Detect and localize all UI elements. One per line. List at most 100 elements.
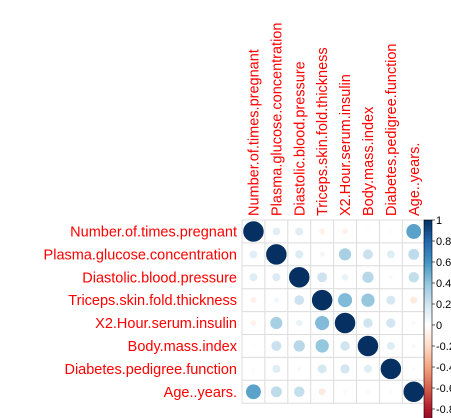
colorbar-segment bbox=[424, 243, 432, 246]
cell-circle-1-3 bbox=[319, 251, 325, 257]
colorbar-segment bbox=[424, 362, 432, 366]
colorbar-segment bbox=[424, 331, 432, 334]
colorbar-segment bbox=[424, 306, 432, 309]
cell-circle-3-3 bbox=[311, 289, 334, 312]
colorbar-segment bbox=[424, 270, 432, 273]
cell-circle-7-0 bbox=[245, 383, 262, 400]
cell-circle-5-2 bbox=[293, 340, 305, 352]
colorbar-segment bbox=[424, 400, 432, 403]
cell-circle-2-0 bbox=[249, 273, 258, 282]
colorbar-segment bbox=[424, 385, 432, 389]
colorbar-segment bbox=[424, 322, 432, 326]
colorbar-segment bbox=[424, 348, 432, 351]
colorbar-segment bbox=[424, 341, 432, 345]
colorbar-segment bbox=[424, 413, 432, 416]
colorbar-segment bbox=[424, 228, 432, 231]
colorbar-segment bbox=[424, 291, 432, 294]
cell-circle-1-5 bbox=[362, 249, 373, 260]
colorbar-segment bbox=[424, 358, 432, 361]
colorbar-segment bbox=[424, 264, 432, 267]
colorbar-tick-label: -0.8 bbox=[436, 404, 451, 416]
cell-circle-6-3 bbox=[317, 364, 327, 374]
colorbar-segment bbox=[424, 312, 432, 315]
colorbar-segment bbox=[424, 381, 432, 385]
cell-circle-5-6 bbox=[386, 341, 395, 350]
colorbar-segment bbox=[424, 339, 432, 343]
colorbar-segment bbox=[424, 360, 432, 364]
column-label: Body.mass.index bbox=[361, 106, 377, 216]
colorbar-tick-label: 1 bbox=[436, 215, 442, 227]
cell-circle-2-3 bbox=[317, 272, 328, 283]
cell-circle-2-7 bbox=[408, 272, 419, 283]
row-label: Diastolic.blood.pressure bbox=[82, 270, 237, 286]
colorbar-segment bbox=[424, 278, 432, 282]
colorbar-tick-label: 0 bbox=[436, 320, 442, 332]
colorbar-segment bbox=[424, 320, 432, 324]
colorbar-segment bbox=[424, 274, 432, 277]
colorbar-segment bbox=[424, 390, 432, 393]
cell-circle-3-6 bbox=[386, 295, 396, 305]
colorbar-segment bbox=[424, 266, 432, 269]
column-label: X2.Hour.serum.insulin bbox=[338, 74, 354, 216]
cell-circle-0-4 bbox=[342, 228, 348, 235]
correlation-circles bbox=[242, 220, 425, 403]
colorbar-segment bbox=[424, 392, 432, 395]
colorbar-segment bbox=[424, 402, 432, 406]
colorbar-segment bbox=[424, 241, 432, 244]
cell-circle-0-0 bbox=[242, 220, 265, 243]
row-label: Number.of.times.pregnant bbox=[70, 224, 237, 240]
cell-circle-4-0 bbox=[250, 320, 257, 326]
cell-circle-7-4 bbox=[342, 389, 348, 394]
colorbar-segment bbox=[424, 259, 432, 263]
colorbar-segment bbox=[424, 406, 432, 410]
cell-circle-5-5 bbox=[356, 334, 380, 358]
colorbar-segment bbox=[424, 308, 432, 311]
cell-circle-3-1 bbox=[273, 297, 279, 303]
colorbar-segment bbox=[424, 262, 432, 265]
cell-circle-5-1 bbox=[271, 340, 282, 351]
column-label: Diastolic.blood.pressure bbox=[292, 61, 308, 216]
colorbar-segment bbox=[424, 230, 432, 233]
colorbar-segment bbox=[424, 253, 432, 256]
colorbar-segment bbox=[424, 337, 432, 340]
cell-circle-0-6 bbox=[389, 229, 393, 234]
colorbar-segment bbox=[424, 364, 432, 368]
colorbar-segment bbox=[424, 316, 432, 319]
colorbar-segment bbox=[424, 383, 432, 387]
colorbar-segment bbox=[424, 327, 432, 330]
colorbar-segment bbox=[424, 325, 432, 328]
colorbar-segment bbox=[424, 280, 432, 284]
colorbar-segment bbox=[424, 350, 432, 353]
colorbar-tick-label: 0.4 bbox=[436, 278, 451, 290]
row-label: Plasma.glucose.concentration bbox=[44, 247, 237, 263]
colorbar-segment bbox=[424, 276, 432, 280]
colorbar-segment bbox=[424, 304, 432, 307]
cell-circle-5-4 bbox=[340, 341, 350, 351]
cell-circle-3-2 bbox=[294, 295, 305, 306]
colorbar-tick-label: 0.6 bbox=[436, 257, 451, 269]
cell-circle-7-1 bbox=[270, 386, 282, 398]
colorbar-segment bbox=[424, 222, 432, 225]
cell-circle-7-5 bbox=[365, 389, 371, 394]
colorbar-segment bbox=[424, 396, 432, 399]
cell-circle-6-5 bbox=[363, 364, 372, 373]
colorbar-segment bbox=[424, 369, 432, 372]
colorbar-segment bbox=[424, 404, 432, 408]
cell-circle-5-7 bbox=[411, 343, 416, 349]
colorbar-tick-label: 0.2 bbox=[436, 299, 451, 311]
colorbar-tick-label: -0.2 bbox=[436, 341, 451, 353]
cell-circle-0-2 bbox=[295, 227, 304, 236]
colorbar-segment bbox=[424, 388, 432, 391]
colorbar-segment bbox=[424, 301, 432, 305]
cell-circle-4-1 bbox=[270, 316, 283, 330]
cell-circle-6-1 bbox=[272, 364, 281, 373]
cell-circle-1-7 bbox=[408, 248, 420, 260]
cell-circle-1-2 bbox=[295, 250, 304, 259]
colorbar-segment bbox=[424, 394, 432, 397]
colorbar-segment bbox=[424, 272, 432, 275]
colorbar-segment bbox=[424, 257, 432, 261]
column-label: Plasma.glucose.concentration bbox=[269, 23, 285, 216]
colorbar-segment bbox=[424, 379, 432, 382]
colorbar-segment bbox=[424, 285, 432, 288]
